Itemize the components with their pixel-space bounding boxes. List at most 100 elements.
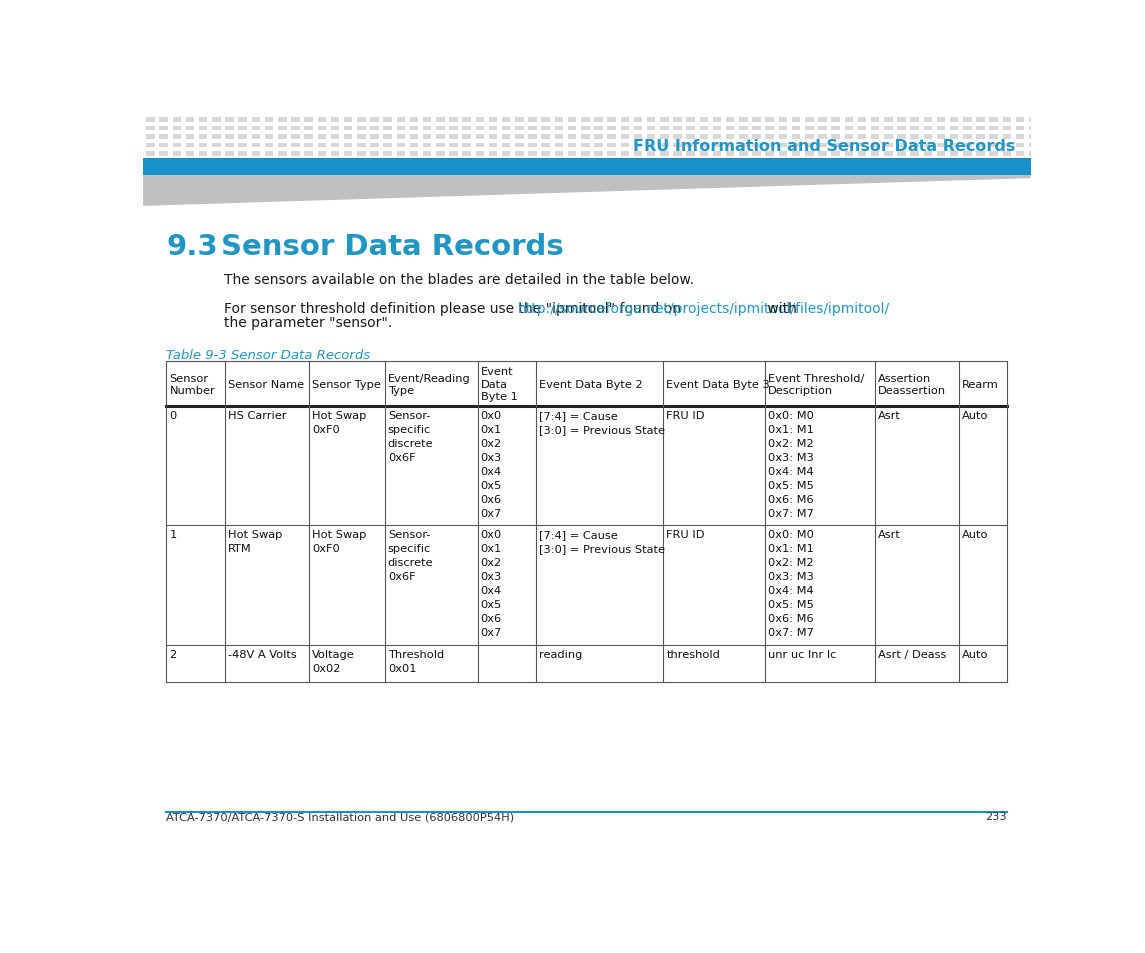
- Text: [7:4] = Cause
[3:0] = Previous State: [7:4] = Cause [3:0] = Previous State: [539, 411, 665, 435]
- Text: Asrt: Asrt: [878, 530, 901, 539]
- Text: Auto: Auto: [962, 530, 988, 539]
- Bar: [1016, 135, 1025, 140]
- Bar: [633, 135, 642, 140]
- Bar: [792, 135, 800, 140]
- Bar: [264, 127, 274, 132]
- Bar: [805, 160, 813, 165]
- Bar: [542, 135, 550, 140]
- Bar: [594, 135, 602, 140]
- Bar: [831, 152, 839, 156]
- Bar: [436, 160, 444, 165]
- Bar: [238, 144, 247, 149]
- Bar: [779, 118, 787, 123]
- Bar: [502, 135, 511, 140]
- Text: 0: 0: [169, 411, 176, 420]
- Bar: [173, 118, 181, 123]
- Bar: [647, 135, 655, 140]
- Bar: [357, 144, 365, 149]
- Bar: [159, 135, 168, 140]
- Bar: [305, 135, 313, 140]
- Bar: [344, 160, 353, 165]
- Bar: [463, 127, 471, 132]
- Bar: [779, 152, 787, 156]
- Bar: [1029, 160, 1037, 165]
- Bar: [226, 118, 234, 123]
- Bar: [898, 135, 906, 140]
- Bar: [449, 160, 458, 165]
- Bar: [515, 127, 523, 132]
- Bar: [831, 135, 839, 140]
- Bar: [291, 127, 300, 132]
- Bar: [700, 152, 708, 156]
- Bar: [937, 135, 946, 140]
- Bar: [845, 118, 853, 123]
- Text: Event Threshold/
Description: Event Threshold/ Description: [768, 374, 864, 395]
- Bar: [278, 144, 286, 149]
- Bar: [278, 127, 286, 132]
- Bar: [779, 135, 787, 140]
- Bar: [752, 144, 760, 149]
- Bar: [924, 160, 932, 165]
- Bar: [779, 160, 787, 165]
- Bar: [805, 152, 813, 156]
- Bar: [173, 152, 181, 156]
- Bar: [884, 152, 893, 156]
- Bar: [977, 152, 985, 156]
- Bar: [1016, 127, 1025, 132]
- Bar: [884, 135, 893, 140]
- Bar: [594, 144, 602, 149]
- Bar: [475, 152, 484, 156]
- Bar: [396, 135, 405, 140]
- Text: threshold: threshold: [666, 649, 720, 659]
- Bar: [291, 144, 300, 149]
- Bar: [396, 127, 405, 132]
- Bar: [607, 127, 616, 132]
- Bar: [344, 152, 353, 156]
- Bar: [700, 160, 708, 165]
- Text: 0x0
0x1
0x2
0x3
0x4
0x5
0x6
0x7: 0x0 0x1 0x2 0x3 0x4 0x5 0x6 0x7: [481, 530, 502, 638]
- Bar: [647, 160, 655, 165]
- Bar: [264, 135, 274, 140]
- Bar: [515, 144, 523, 149]
- Bar: [463, 152, 471, 156]
- Bar: [831, 160, 839, 165]
- Bar: [712, 144, 721, 149]
- Bar: [673, 135, 681, 140]
- Bar: [147, 144, 155, 149]
- Bar: [515, 118, 523, 123]
- Bar: [792, 118, 800, 123]
- Bar: [898, 144, 906, 149]
- Bar: [305, 127, 313, 132]
- Bar: [305, 144, 313, 149]
- Bar: [712, 135, 721, 140]
- Bar: [1003, 160, 1011, 165]
- Bar: [740, 118, 748, 123]
- Bar: [924, 144, 932, 149]
- Bar: [449, 152, 458, 156]
- Bar: [871, 118, 879, 123]
- Bar: [633, 144, 642, 149]
- Text: FRU ID: FRU ID: [666, 530, 705, 539]
- Bar: [159, 160, 168, 165]
- Text: 9.3: 9.3: [166, 233, 219, 261]
- Bar: [252, 118, 260, 123]
- Bar: [858, 144, 867, 149]
- Bar: [554, 160, 563, 165]
- Bar: [238, 160, 247, 165]
- Bar: [357, 152, 365, 156]
- Bar: [317, 118, 326, 123]
- Bar: [752, 160, 760, 165]
- Bar: [370, 152, 379, 156]
- Bar: [700, 127, 708, 132]
- Bar: [423, 152, 432, 156]
- Bar: [185, 135, 195, 140]
- Bar: [805, 127, 813, 132]
- Text: reading: reading: [539, 649, 583, 659]
- Bar: [910, 127, 919, 132]
- Bar: [845, 127, 853, 132]
- Bar: [686, 160, 695, 165]
- Bar: [475, 160, 484, 165]
- Bar: [317, 127, 326, 132]
- Bar: [858, 160, 867, 165]
- Bar: [264, 118, 274, 123]
